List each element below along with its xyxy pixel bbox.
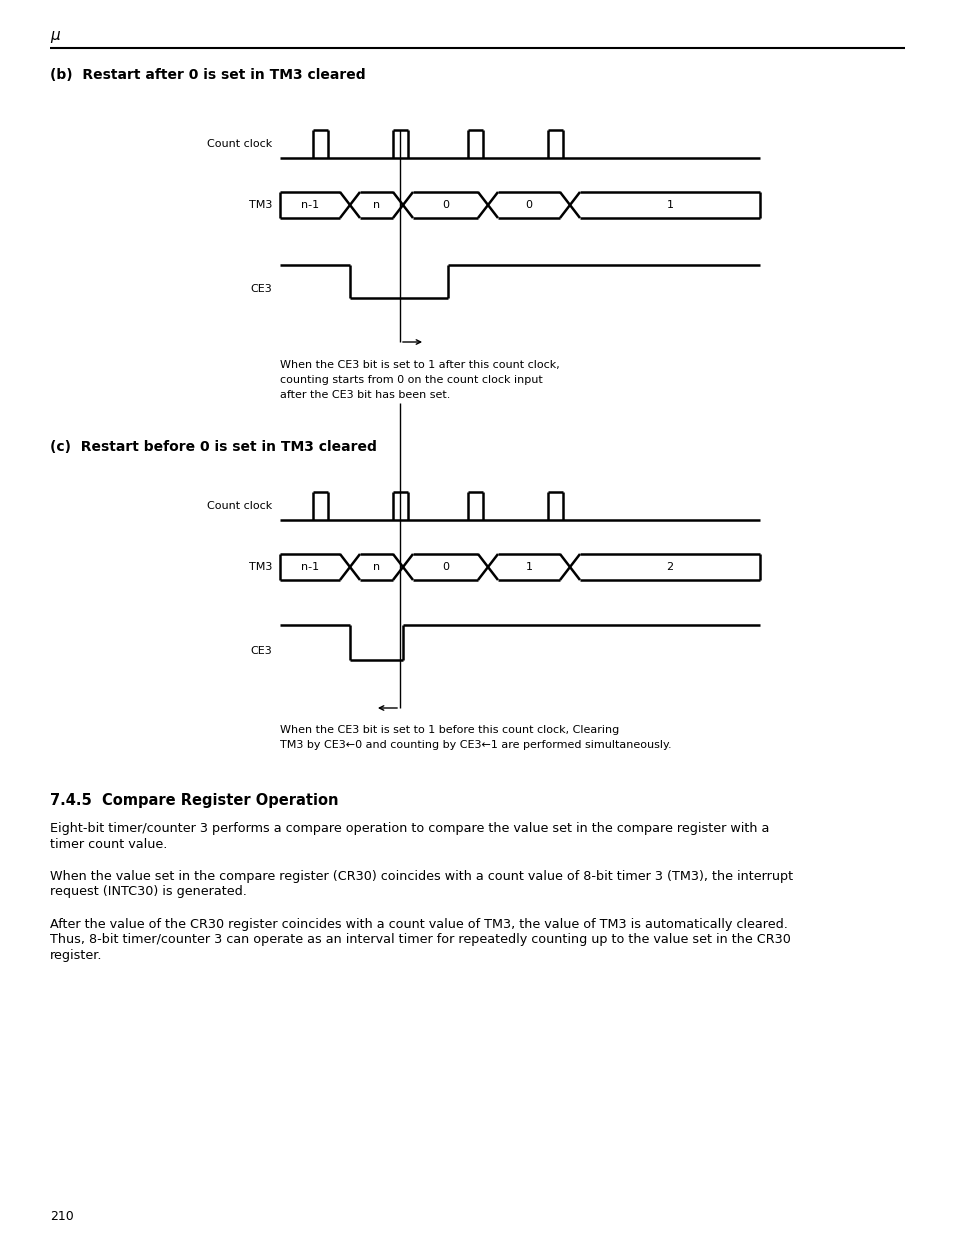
Text: 2: 2 xyxy=(666,562,673,572)
Text: 210: 210 xyxy=(50,1210,73,1223)
Text: (b)  Restart after 0 is set in TM3 cleared: (b) Restart after 0 is set in TM3 cleare… xyxy=(50,68,365,82)
Text: n: n xyxy=(373,200,379,210)
Text: timer count value.: timer count value. xyxy=(50,837,167,851)
Text: register.: register. xyxy=(50,948,102,962)
Text: (c)  Restart before 0 is set in TM3 cleared: (c) Restart before 0 is set in TM3 clear… xyxy=(50,440,376,454)
Text: n-1: n-1 xyxy=(300,200,318,210)
Text: Thus, 8-bit timer/counter 3 can operate as an interval timer for repeatedly coun: Thus, 8-bit timer/counter 3 can operate … xyxy=(50,934,790,946)
Text: When the CE3 bit is set to 1 before this count clock, Clearing: When the CE3 bit is set to 1 before this… xyxy=(280,725,618,735)
Text: μ: μ xyxy=(50,28,60,43)
Text: after the CE3 bit has been set.: after the CE3 bit has been set. xyxy=(280,390,450,400)
Text: When the CE3 bit is set to 1 after this count clock,: When the CE3 bit is set to 1 after this … xyxy=(280,359,559,370)
Text: counting starts from 0 on the count clock input: counting starts from 0 on the count cloc… xyxy=(280,375,542,385)
Text: After the value of the CR30 register coincides with a count value of TM3, the va: After the value of the CR30 register coi… xyxy=(50,918,787,931)
Text: CE3: CE3 xyxy=(250,646,272,656)
Text: TM3: TM3 xyxy=(249,200,272,210)
Text: Count clock: Count clock xyxy=(207,501,272,511)
Text: When the value set in the compare register (CR30) coincides with a count value o: When the value set in the compare regist… xyxy=(50,869,792,883)
Text: n-1: n-1 xyxy=(300,562,318,572)
Text: 1: 1 xyxy=(666,200,673,210)
Text: 0: 0 xyxy=(441,200,449,210)
Text: Eight-bit timer/counter 3 performs a compare operation to compare the value set : Eight-bit timer/counter 3 performs a com… xyxy=(50,823,768,835)
Text: n: n xyxy=(373,562,379,572)
Text: 0: 0 xyxy=(525,200,532,210)
Text: 0: 0 xyxy=(441,562,449,572)
Text: CE3: CE3 xyxy=(250,284,272,294)
Text: TM3 by CE3←0 and counting by CE3←1 are performed simultaneously.: TM3 by CE3←0 and counting by CE3←1 are p… xyxy=(280,740,671,750)
Text: TM3: TM3 xyxy=(249,562,272,572)
Text: request (INTC30) is generated.: request (INTC30) is generated. xyxy=(50,885,247,899)
Text: Count clock: Count clock xyxy=(207,140,272,149)
Text: 7.4.5  Compare Register Operation: 7.4.5 Compare Register Operation xyxy=(50,793,338,808)
Text: 1: 1 xyxy=(525,562,532,572)
